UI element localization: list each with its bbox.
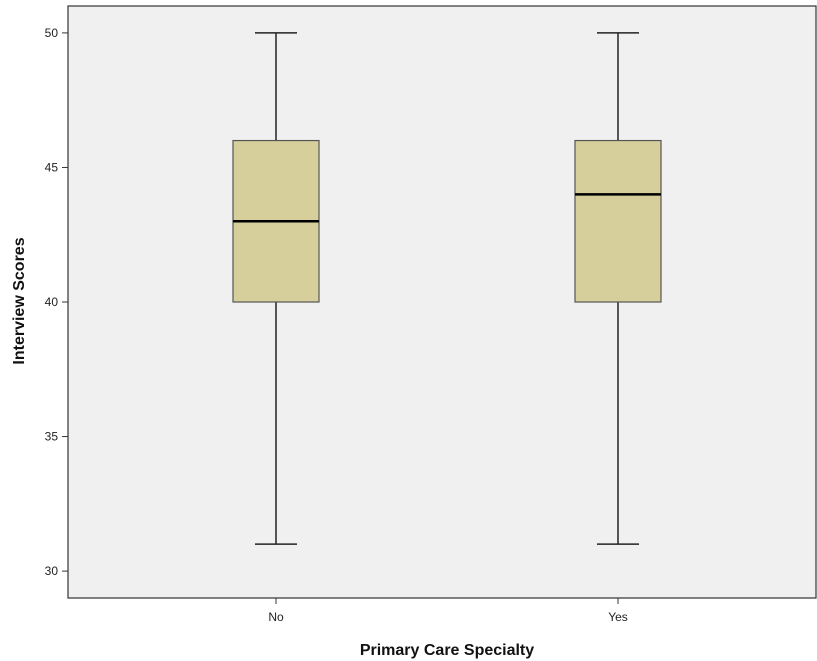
y-tick-label: 50 bbox=[45, 26, 59, 40]
box-group-yes bbox=[574, 32, 662, 545]
boxes-layer bbox=[232, 32, 662, 545]
y-tick-label: 40 bbox=[45, 295, 59, 309]
iqr-box bbox=[574, 139, 662, 303]
x-tick-label: No bbox=[268, 610, 284, 624]
x-axis-title: Primary Care Specialty bbox=[360, 642, 534, 659]
x-axis: No Yes bbox=[268, 598, 628, 624]
y-axis-title: Interview Scores bbox=[11, 237, 28, 364]
y-tick-label: 30 bbox=[45, 564, 59, 578]
y-tick-label: 45 bbox=[45, 160, 59, 174]
plot-area bbox=[67, 5, 817, 599]
y-axis: 30 35 40 45 50 bbox=[45, 26, 68, 578]
x-tick-label: Yes bbox=[608, 610, 628, 624]
y-tick-label: 35 bbox=[45, 430, 59, 444]
box-group-no bbox=[232, 32, 320, 545]
